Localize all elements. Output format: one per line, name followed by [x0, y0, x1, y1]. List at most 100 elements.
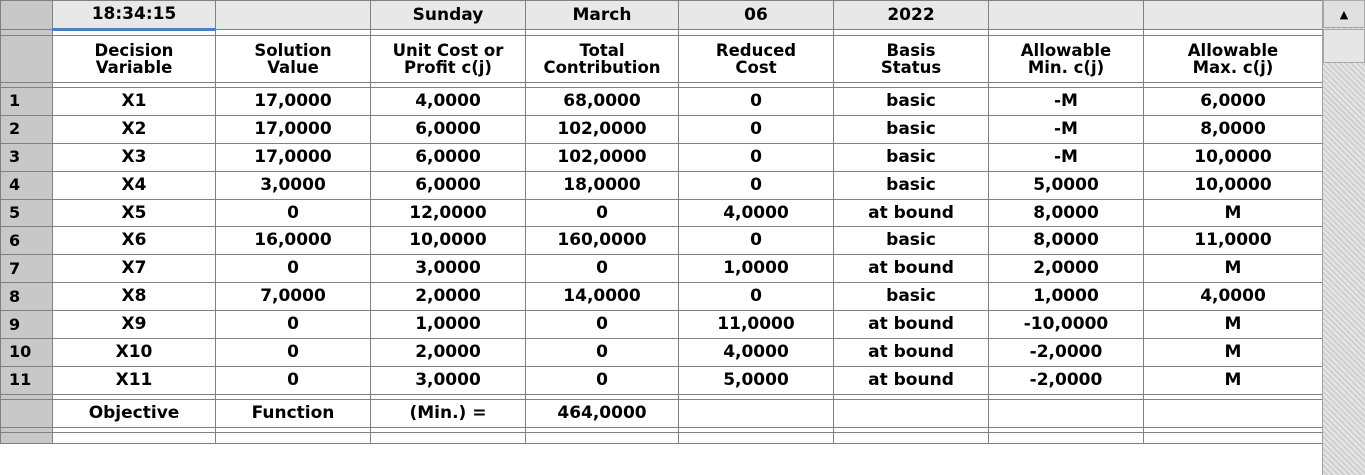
- table-cell[interactable]: M: [1143, 198, 1322, 228]
- table-cell[interactable]: 8,0000: [1143, 114, 1322, 144]
- column-header[interactable]: Allowable Min. c(j): [988, 35, 1144, 83]
- table-cell[interactable]: 4,0000: [1143, 282, 1322, 312]
- table-cell[interactable]: 17,0000: [215, 114, 371, 144]
- table-cell[interactable]: 0: [525, 198, 679, 228]
- time-cell[interactable]: 18:34:15: [52, 0, 216, 31]
- table-cell[interactable]: 2,0000: [370, 282, 526, 312]
- blank-header-cell-3[interactable]: [1143, 0, 1322, 30]
- table-cell[interactable]: M: [1143, 365, 1322, 395]
- table-cell[interactable]: 68,0000: [525, 87, 679, 116]
- table-cell[interactable]: 3,0000: [370, 365, 526, 395]
- table-cell[interactable]: basic: [833, 142, 989, 172]
- table-cell[interactable]: 2,0000: [988, 254, 1144, 284]
- table-cell[interactable]: 0: [215, 310, 371, 340]
- objective-cell[interactable]: Objective: [52, 398, 216, 428]
- empty-cell[interactable]: [1143, 431, 1322, 444]
- column-header[interactable]: Solution Value: [215, 35, 371, 83]
- table-cell[interactable]: 10,0000: [370, 226, 526, 256]
- row-number-cell[interactable]: 9: [0, 310, 53, 340]
- table-cell[interactable]: 0: [215, 338, 371, 367]
- table-cell[interactable]: X1: [52, 87, 216, 116]
- table-cell[interactable]: 3,0000: [370, 254, 526, 284]
- table-cell[interactable]: 102,0000: [525, 114, 679, 144]
- empty-cell[interactable]: [525, 431, 679, 444]
- row-number-cell[interactable]: 5: [0, 198, 53, 228]
- column-header[interactable]: Basis Status: [833, 35, 989, 83]
- table-cell[interactable]: 4,0000: [370, 87, 526, 116]
- row-number-cell[interactable]: 11: [0, 365, 53, 395]
- table-cell[interactable]: 4,0000: [678, 198, 834, 228]
- table-cell[interactable]: 8,0000: [988, 198, 1144, 228]
- table-cell[interactable]: -M: [988, 114, 1144, 144]
- table-cell[interactable]: 6,0000: [370, 170, 526, 200]
- empty-cell[interactable]: [52, 431, 216, 444]
- table-cell[interactable]: 10,0000: [1143, 142, 1322, 172]
- table-cell[interactable]: 0: [678, 114, 834, 144]
- objective-blank-cell[interactable]: [833, 398, 989, 428]
- table-cell[interactable]: X2: [52, 114, 216, 144]
- objective-blank-cell[interactable]: [678, 398, 834, 428]
- table-cell[interactable]: 160,0000: [525, 226, 679, 256]
- table-cell[interactable]: 0: [215, 198, 371, 228]
- table-cell[interactable]: M: [1143, 310, 1322, 340]
- table-cell[interactable]: 0: [678, 226, 834, 256]
- objective-blank-cell[interactable]: [1143, 398, 1322, 428]
- table-cell[interactable]: 0: [525, 365, 679, 395]
- table-cell[interactable]: 4,0000: [678, 338, 834, 367]
- empty-cell[interactable]: [988, 431, 1144, 444]
- day-cell[interactable]: 06: [678, 0, 834, 30]
- objective-cell[interactable]: 464,0000: [525, 398, 679, 428]
- table-cell[interactable]: basic: [833, 170, 989, 200]
- weekday-cell[interactable]: Sunday: [370, 0, 526, 30]
- table-cell[interactable]: at bound: [833, 365, 989, 395]
- blank-header-cell-2[interactable]: [988, 0, 1144, 30]
- row-number-cell[interactable]: 8: [0, 282, 53, 312]
- column-header[interactable]: Total Contribution: [525, 35, 679, 83]
- table-cell[interactable]: 2,0000: [370, 338, 526, 367]
- table-cell[interactable]: 11,0000: [678, 310, 834, 340]
- table-cell[interactable]: 1,0000: [370, 310, 526, 340]
- column-header[interactable]: Unit Cost or Profit c(j): [370, 35, 526, 83]
- table-cell[interactable]: 6,0000: [370, 114, 526, 144]
- table-cell[interactable]: basic: [833, 282, 989, 312]
- table-cell[interactable]: 18,0000: [525, 170, 679, 200]
- empty-cell[interactable]: [215, 431, 371, 444]
- table-cell[interactable]: 0: [678, 142, 834, 172]
- vertical-scrollbar[interactable]: ▲: [1322, 0, 1365, 475]
- table-cell[interactable]: X3: [52, 142, 216, 172]
- table-cell[interactable]: 10,0000: [1143, 170, 1322, 200]
- table-cell[interactable]: 0: [525, 254, 679, 284]
- table-cell[interactable]: M: [1143, 254, 1322, 284]
- year-cell[interactable]: 2022: [833, 0, 989, 30]
- row-number-cell[interactable]: 3: [0, 142, 53, 172]
- row-number-cell[interactable]: 10: [0, 338, 53, 367]
- table-cell[interactable]: 17,0000: [215, 142, 371, 172]
- table-cell[interactable]: 17,0000: [215, 87, 371, 116]
- table-cell[interactable]: 6,0000: [370, 142, 526, 172]
- column-header[interactable]: Decision Variable: [52, 35, 216, 83]
- column-header[interactable]: Reduced Cost: [678, 35, 834, 83]
- table-cell[interactable]: X5: [52, 198, 216, 228]
- table-cell[interactable]: -2,0000: [988, 365, 1144, 395]
- table-cell[interactable]: -2,0000: [988, 338, 1144, 367]
- empty-cell[interactable]: [370, 431, 526, 444]
- table-cell[interactable]: 0: [678, 282, 834, 312]
- table-cell[interactable]: 7,0000: [215, 282, 371, 312]
- table-cell[interactable]: 0: [525, 338, 679, 367]
- row-number-cell[interactable]: 7: [0, 254, 53, 284]
- table-cell[interactable]: basic: [833, 114, 989, 144]
- row-number-cell[interactable]: 2: [0, 114, 53, 144]
- table-cell[interactable]: 0: [215, 365, 371, 395]
- objective-cell[interactable]: Function: [215, 398, 371, 428]
- blank-header-cell[interactable]: [215, 0, 371, 30]
- table-cell[interactable]: 12,0000: [370, 198, 526, 228]
- table-cell[interactable]: 0: [215, 254, 371, 284]
- row-number-cell[interactable]: 6: [0, 226, 53, 256]
- table-cell[interactable]: X4: [52, 170, 216, 200]
- objective-blank-cell[interactable]: [988, 398, 1144, 428]
- empty-cell[interactable]: [678, 431, 834, 444]
- table-cell[interactable]: at bound: [833, 254, 989, 284]
- table-cell[interactable]: X10: [52, 338, 216, 367]
- table-cell[interactable]: 14,0000: [525, 282, 679, 312]
- table-cell[interactable]: -M: [988, 142, 1144, 172]
